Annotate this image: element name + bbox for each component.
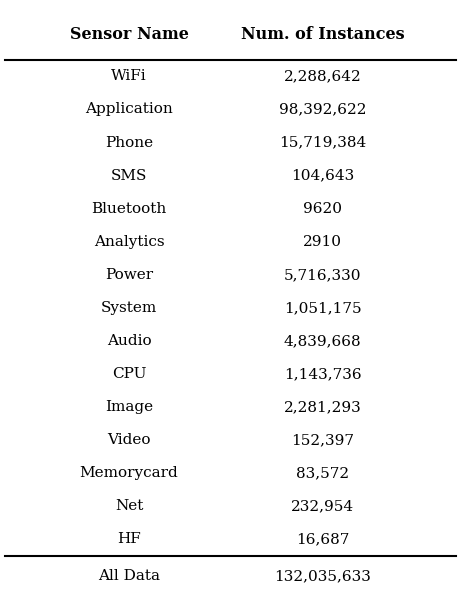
Text: 152,397: 152,397 — [291, 433, 354, 447]
Text: 1,051,175: 1,051,175 — [284, 301, 361, 315]
Text: 4,839,668: 4,839,668 — [284, 334, 361, 348]
Text: All Data: All Data — [98, 569, 160, 583]
Text: Power: Power — [105, 268, 153, 282]
Text: 16,687: 16,687 — [296, 533, 349, 546]
Text: Bluetooth: Bluetooth — [91, 202, 167, 216]
Text: Application: Application — [85, 102, 173, 116]
Text: 2910: 2910 — [303, 235, 342, 249]
Text: WiFi: WiFi — [111, 69, 147, 83]
Text: 132,035,633: 132,035,633 — [274, 569, 371, 583]
Text: 232,954: 232,954 — [291, 500, 354, 513]
Text: Analytics: Analytics — [94, 235, 165, 249]
Text: CPU: CPU — [112, 367, 146, 381]
Text: 98,392,622: 98,392,622 — [279, 102, 366, 116]
Text: HF: HF — [117, 533, 141, 546]
Text: SMS: SMS — [111, 169, 147, 183]
Text: Audio: Audio — [107, 334, 151, 348]
Text: Sensor Name: Sensor Name — [70, 26, 189, 43]
Text: Phone: Phone — [105, 135, 153, 150]
Text: Memorycard: Memorycard — [80, 466, 178, 480]
Text: 2,281,293: 2,281,293 — [284, 400, 361, 414]
Text: Image: Image — [105, 400, 153, 414]
Text: 104,643: 104,643 — [291, 169, 355, 183]
Text: 15,719,384: 15,719,384 — [279, 135, 366, 150]
Text: 83,572: 83,572 — [296, 466, 349, 480]
Text: Net: Net — [115, 500, 143, 513]
Text: Num. of Instances: Num. of Instances — [241, 26, 404, 43]
Text: Video: Video — [107, 433, 151, 447]
Text: 2,288,642: 2,288,642 — [284, 69, 361, 83]
Text: 9620: 9620 — [303, 202, 342, 216]
Text: 5,716,330: 5,716,330 — [284, 268, 361, 282]
Text: System: System — [101, 301, 157, 315]
Text: 1,143,736: 1,143,736 — [284, 367, 361, 381]
